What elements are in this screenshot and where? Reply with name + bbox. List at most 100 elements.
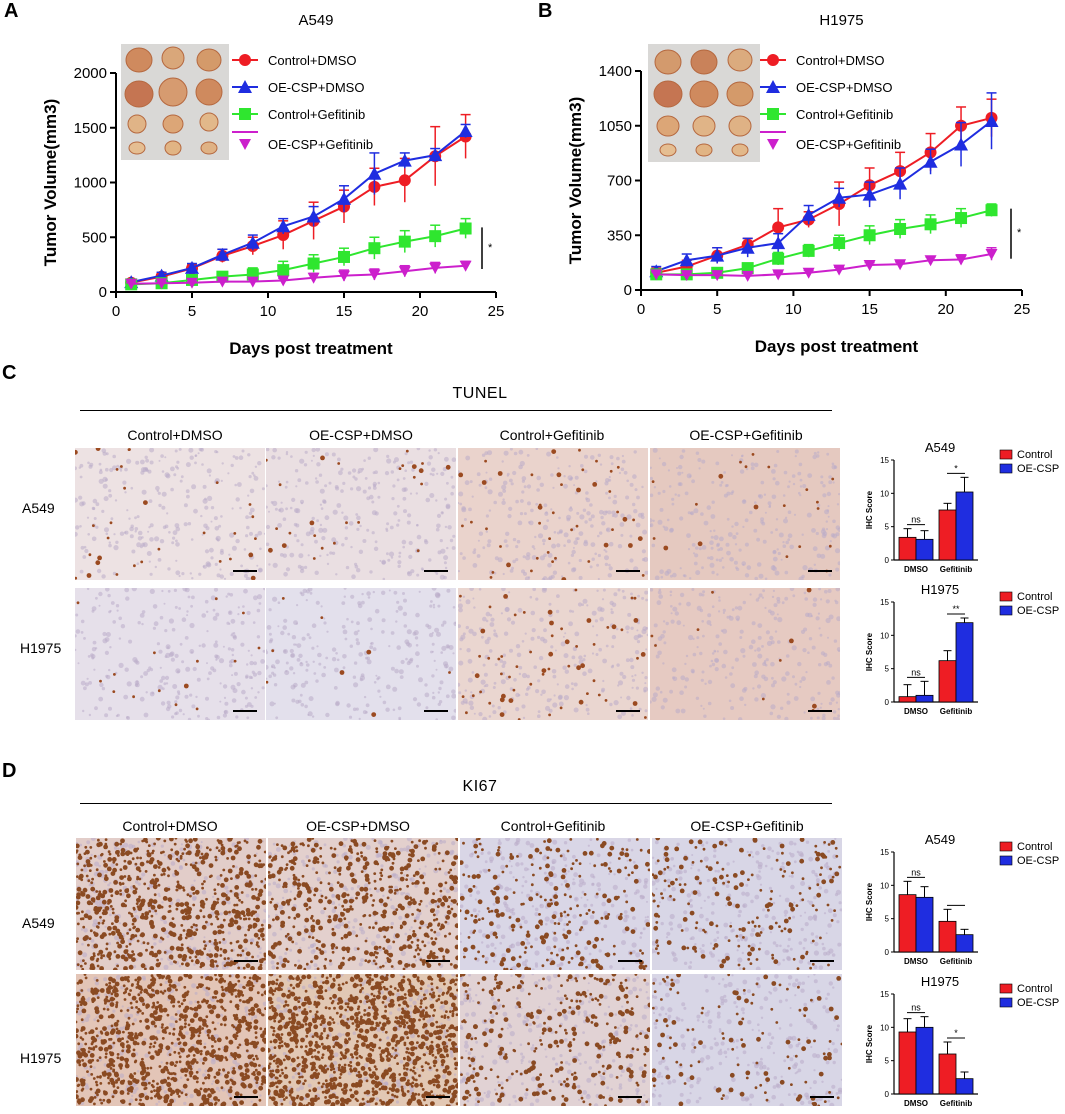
y-tick-label: 10 xyxy=(880,631,889,640)
x-tick-label: 25 xyxy=(488,303,505,320)
x-tick-label: DMSO xyxy=(904,707,928,716)
legend-label: Control xyxy=(1017,449,1052,461)
data-point xyxy=(398,235,411,248)
bar xyxy=(915,896,934,953)
bar-chart-ki67-a549: A549 0 5 10 15 IHC Score DMSO ns Gefitinib Contro… xyxy=(865,832,1059,966)
scale-bar xyxy=(233,570,257,572)
data-point xyxy=(186,277,198,289)
y-tick-label: 15 xyxy=(880,990,889,999)
y-tick-label: 1000 xyxy=(74,175,107,192)
ki67-row-label: H1975 xyxy=(20,1050,62,1066)
micrograph-image xyxy=(76,838,266,970)
legend-marker xyxy=(766,80,780,93)
data-point xyxy=(924,218,937,231)
data-point xyxy=(246,276,259,288)
y-tick-label: 700 xyxy=(607,173,632,190)
data-point xyxy=(429,230,442,243)
bar xyxy=(938,920,957,953)
data-point xyxy=(711,270,724,282)
micrograph-image xyxy=(460,974,650,1106)
legend-marker xyxy=(239,108,251,120)
bar-chart-tunel-a549: A549 0 5 10 15 IHC Score DMSO ns Gefitinib * Contr… xyxy=(865,440,1059,574)
scale-bar xyxy=(808,710,832,712)
data-point xyxy=(710,248,725,262)
y-tick-label: 10 xyxy=(880,881,889,890)
scale-bar xyxy=(616,710,640,712)
series-oe-csp-dmso xyxy=(649,92,999,278)
data-point xyxy=(458,124,473,138)
data-point xyxy=(801,207,816,221)
bar xyxy=(955,1078,974,1095)
data-point xyxy=(459,260,472,272)
x-tick-label: 0 xyxy=(112,303,120,320)
bar xyxy=(915,538,934,561)
data-point xyxy=(771,236,786,250)
data-point xyxy=(398,266,411,278)
legend-swatch xyxy=(999,463,1013,474)
data-point xyxy=(772,269,785,281)
series-line xyxy=(656,253,992,277)
ki67-group-label: OE-CSP+Gefitinib xyxy=(690,818,804,834)
legend-entry: Control+DMSO xyxy=(760,53,885,68)
micrograph-image xyxy=(76,974,266,1106)
scale-bar xyxy=(618,960,642,962)
ki67-image-tile xyxy=(652,838,842,970)
series-line xyxy=(655,120,993,273)
data-point xyxy=(397,153,412,167)
y-tick-label: 500 xyxy=(82,229,107,246)
bar xyxy=(898,696,917,703)
tunel-group-label: Control+Gefitinib xyxy=(499,427,605,443)
x-tick-label: DMSO xyxy=(904,957,928,966)
panel-label-b: B xyxy=(538,0,553,22)
micrograph-image xyxy=(268,838,458,970)
x-tick-label: 25 xyxy=(1014,301,1031,318)
ki67-image-tile xyxy=(460,838,650,970)
y-tick-label: 0 xyxy=(885,1090,890,1099)
x-tick-label: DMSO xyxy=(904,1099,928,1108)
y-tick-label: 1500 xyxy=(74,120,107,137)
bar xyxy=(938,1053,957,1095)
legend-label: Control xyxy=(1017,591,1052,603)
tunel-group-label: Control+DMSO xyxy=(127,427,223,443)
y-tick-label: 1050 xyxy=(599,118,632,135)
x-tick-label: Gefitinib xyxy=(940,707,973,716)
legend-swatch xyxy=(999,605,1013,616)
data-point xyxy=(368,269,381,281)
data-point xyxy=(740,240,755,254)
micrograph-image xyxy=(652,838,842,970)
scale-bar xyxy=(618,1096,642,1098)
legend-label: OE-CSP xyxy=(1017,463,1059,475)
y-axis-label: Tumor Volume(mm3) xyxy=(566,97,585,265)
legend-entry: Control+DMSO xyxy=(232,53,357,68)
ki67-divider xyxy=(80,803,832,804)
x-tick-label: 15 xyxy=(861,301,878,318)
x-tick-label: 15 xyxy=(336,303,353,320)
micrograph-image xyxy=(268,974,458,1106)
chart-h1975-tumor-volume: H1975 0 5 10 15 20 25 0 350 700 1050 1400 Days post … xyxy=(566,12,1031,356)
y-tick-label: 0 xyxy=(99,284,107,301)
scale-bar xyxy=(234,960,258,962)
data-point xyxy=(307,272,320,284)
legend-entry: Control+Gefitinib xyxy=(760,107,893,122)
data-point xyxy=(307,257,320,270)
bar xyxy=(955,622,974,703)
data-point xyxy=(924,255,937,267)
data-point xyxy=(245,235,260,249)
panel-label-a: A xyxy=(4,0,19,22)
legend-label: OE-CSP xyxy=(1017,997,1059,1009)
data-point xyxy=(985,249,998,261)
data-point xyxy=(863,259,876,271)
ki67-image-tile xyxy=(268,838,458,970)
y-tick-label: 2000 xyxy=(74,65,107,82)
legend-label: OE-CSP xyxy=(1017,605,1059,617)
tunel-image-tile xyxy=(75,448,265,580)
y-tick-label: 5 xyxy=(885,915,890,924)
legend-label: Control xyxy=(1017,983,1052,995)
ki67-row-label: A549 xyxy=(22,915,55,931)
data-point xyxy=(833,237,846,250)
x-tick-label: 0 xyxy=(637,301,645,318)
x-axis-label: Days post treatment xyxy=(229,339,393,358)
x-tick-label: Gefitinib xyxy=(940,1099,973,1108)
data-point xyxy=(428,148,443,162)
data-point xyxy=(276,219,291,233)
